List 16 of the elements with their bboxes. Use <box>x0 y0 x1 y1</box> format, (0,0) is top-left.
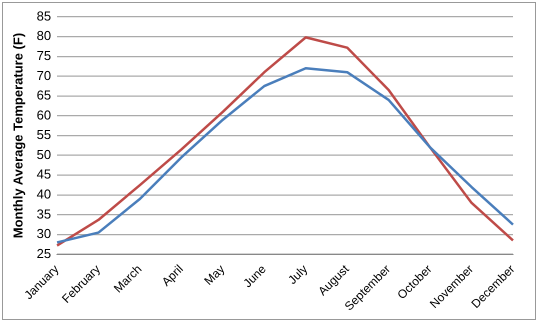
y-tick-label: 45 <box>36 166 52 182</box>
y-tick-label: 35 <box>36 206 52 222</box>
y-tick-label: 80 <box>36 28 52 44</box>
y-tick-label: 85 <box>36 8 52 24</box>
x-tick-label: July <box>285 262 310 287</box>
y-tick-label: 60 <box>36 107 52 122</box>
y-tick-label: 25 <box>36 246 52 261</box>
x-tick-label: May <box>201 262 228 288</box>
y-tick-label: 40 <box>36 186 52 202</box>
y-tick-label: 50 <box>36 146 52 162</box>
y-tick-label: 55 <box>36 127 52 142</box>
y-axis-title: Monthly Average Temperature (F) <box>10 32 26 238</box>
y-tick-label: 70 <box>36 68 52 83</box>
y-tick-label: 65 <box>36 88 52 103</box>
y-tick-label: 75 <box>36 48 52 63</box>
y-tick-label: 30 <box>36 226 52 242</box>
